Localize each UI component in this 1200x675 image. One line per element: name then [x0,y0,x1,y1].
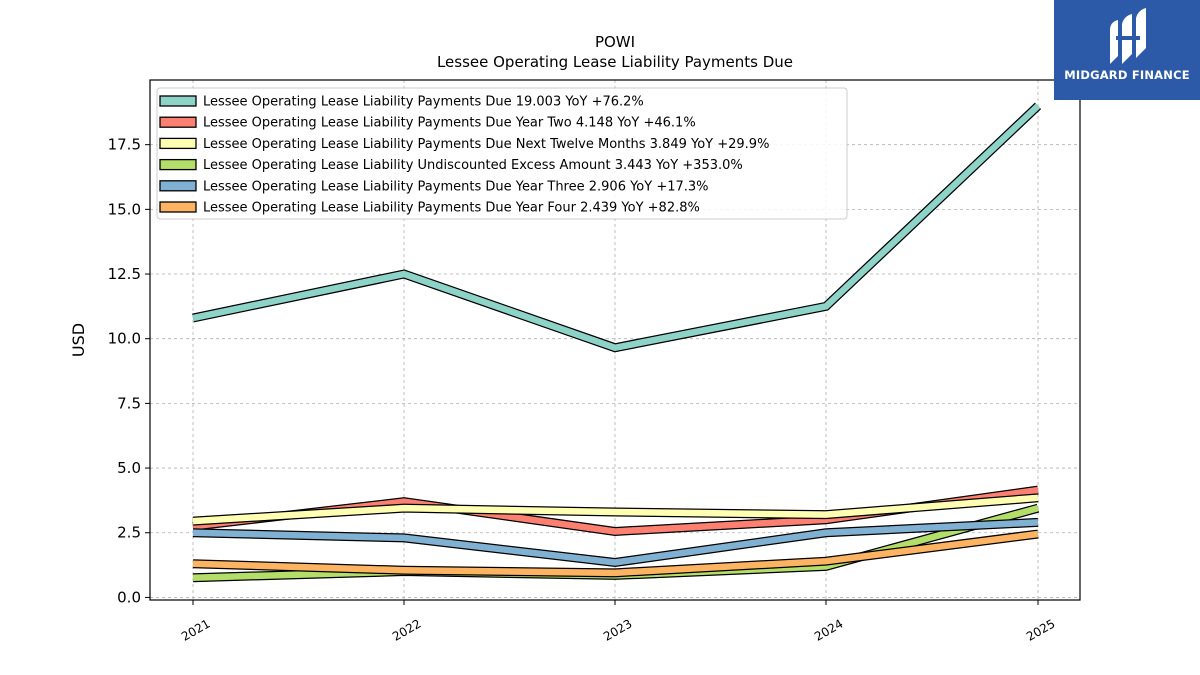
legend-label: Lessee Operating Lease Liability Payment… [203,95,644,110]
legend: Lessee Operating Lease Liability Payment… [156,87,848,220]
series-1 [192,102,1042,353]
legend-swatch [159,95,197,107]
y-tick-label: 10.0 [108,330,141,348]
y-axis-label: USD [69,323,88,357]
legend-swatch [159,116,197,128]
chart-title: POWI [595,33,635,51]
series-layer [192,102,1042,583]
legend-label: Lessee Operating Lease Liability Payment… [203,116,696,131]
legend-swatch [159,137,197,150]
x-tick-label: 2023 [601,616,634,643]
chart-subtitle: Lessee Operating Lease Liability Payment… [437,53,793,71]
legend-label: Lessee Operating Lease Liability Undisco… [203,158,743,173]
series-line [192,494,1039,525]
midgard-logo-icon [1110,8,1146,64]
series-line [192,519,1039,566]
series-line [192,103,1041,352]
y-tick-label: 7.5 [117,394,141,412]
legend-label: Lessee Operating Lease Liability Payment… [203,201,700,216]
y-tick-label: 2.5 [117,524,141,542]
legend-label: Lessee Operating Lease Liability Payment… [203,179,709,194]
legend-label: Lessee Operating Lease Liability Payment… [203,137,769,152]
legend-box [156,87,848,220]
x-tick-label: 2021 [179,616,212,643]
series-5 [192,517,1039,568]
brand-name: MIDGARD FINANCE [1064,68,1190,82]
y-tick-label: 15.0 [108,200,141,218]
brand-badge: MIDGARD FINANCE [1054,0,1200,100]
legend-swatch [159,201,197,213]
x-tick-label: 2024 [812,616,845,643]
x-tick-label: 2022 [390,616,423,643]
series-line [192,530,1039,577]
legend-swatch [159,180,197,192]
y-tick-label: 12.5 [108,265,141,283]
legend-swatch [159,158,197,171]
y-tick-label: 0.0 [117,588,141,606]
y-tick-label: 17.5 [108,136,141,154]
x-tick-label: 2025 [1024,616,1057,643]
series-6 [192,529,1039,578]
series-3 [192,493,1039,526]
y-tick-label: 5.0 [117,459,141,477]
